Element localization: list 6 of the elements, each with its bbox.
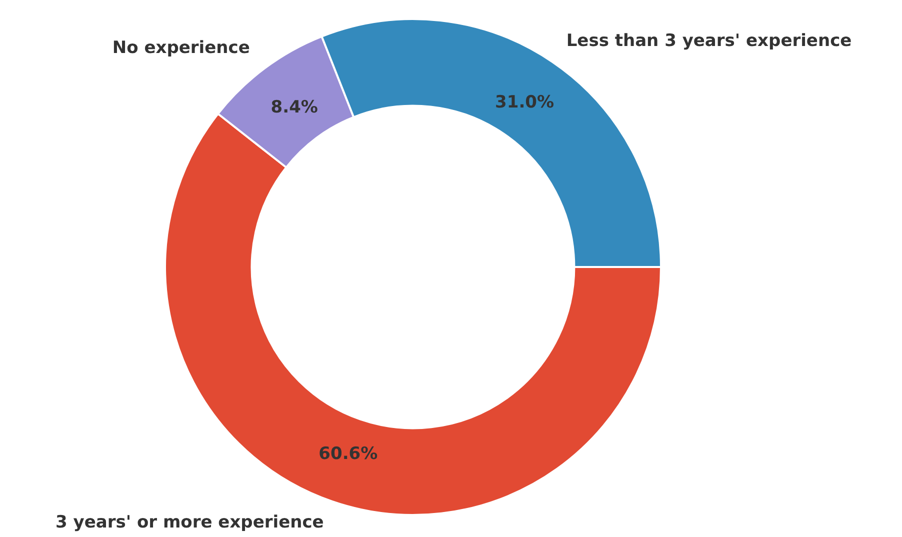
slice-label: Less than 3 years' experience — [566, 30, 852, 51]
slice-label: 3 years' or more experience — [56, 512, 324, 532]
data-label: 31.0% — [495, 92, 554, 112]
data-label: 8.4% — [270, 97, 318, 118]
data-label: 60.6% — [318, 444, 378, 464]
slice-label: No experience — [112, 38, 250, 58]
